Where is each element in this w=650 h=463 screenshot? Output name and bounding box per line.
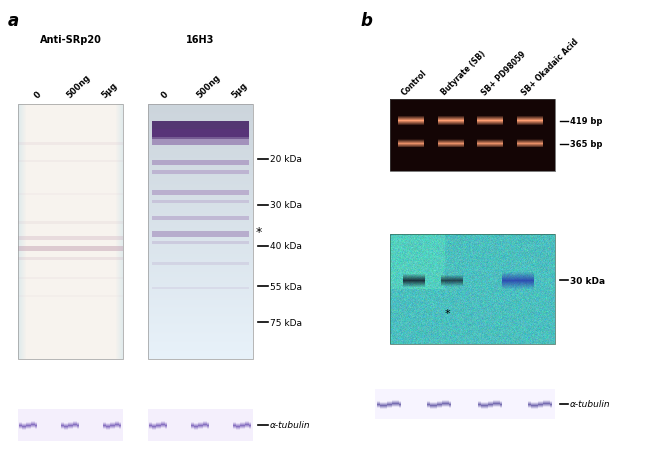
Text: 30 kDa: 30 kDa: [570, 276, 605, 285]
Text: 30 kDa: 30 kDa: [270, 201, 302, 210]
Text: 5μg: 5μg: [100, 81, 119, 100]
Text: 16H3: 16H3: [187, 35, 214, 45]
Bar: [148, 105, 253, 359]
Text: *: *: [445, 308, 450, 319]
Bar: [390, 100, 555, 172]
Text: 365 bp: 365 bp: [570, 140, 603, 149]
Text: 20 kDa: 20 kDa: [270, 155, 302, 164]
Text: a: a: [8, 12, 20, 30]
Text: Control: Control: [400, 68, 429, 97]
Text: α-tubulin: α-tubulin: [570, 400, 610, 409]
Text: SB+ Okadaic Acid: SB+ Okadaic Acid: [520, 37, 580, 97]
Text: SB+ PD98059: SB+ PD98059: [480, 49, 528, 97]
Text: 0: 0: [160, 89, 170, 100]
Bar: [390, 234, 555, 344]
Text: 500ng: 500ng: [65, 73, 92, 100]
Text: *: *: [256, 225, 262, 238]
Text: Anti-SRp20: Anti-SRp20: [40, 35, 101, 45]
Text: 5μg: 5μg: [230, 81, 249, 100]
Text: 0: 0: [33, 89, 44, 100]
Text: b: b: [360, 12, 372, 30]
Text: 419 bp: 419 bp: [570, 117, 603, 126]
Text: 75 kDa: 75 kDa: [270, 318, 302, 327]
Bar: [18, 105, 123, 359]
Text: α-tubulin: α-tubulin: [270, 420, 311, 430]
Text: Butyrate (SB): Butyrate (SB): [440, 49, 488, 97]
Text: 40 kDa: 40 kDa: [270, 242, 302, 250]
Text: 500ng: 500ng: [195, 73, 222, 100]
Text: 55 kDa: 55 kDa: [270, 282, 302, 291]
